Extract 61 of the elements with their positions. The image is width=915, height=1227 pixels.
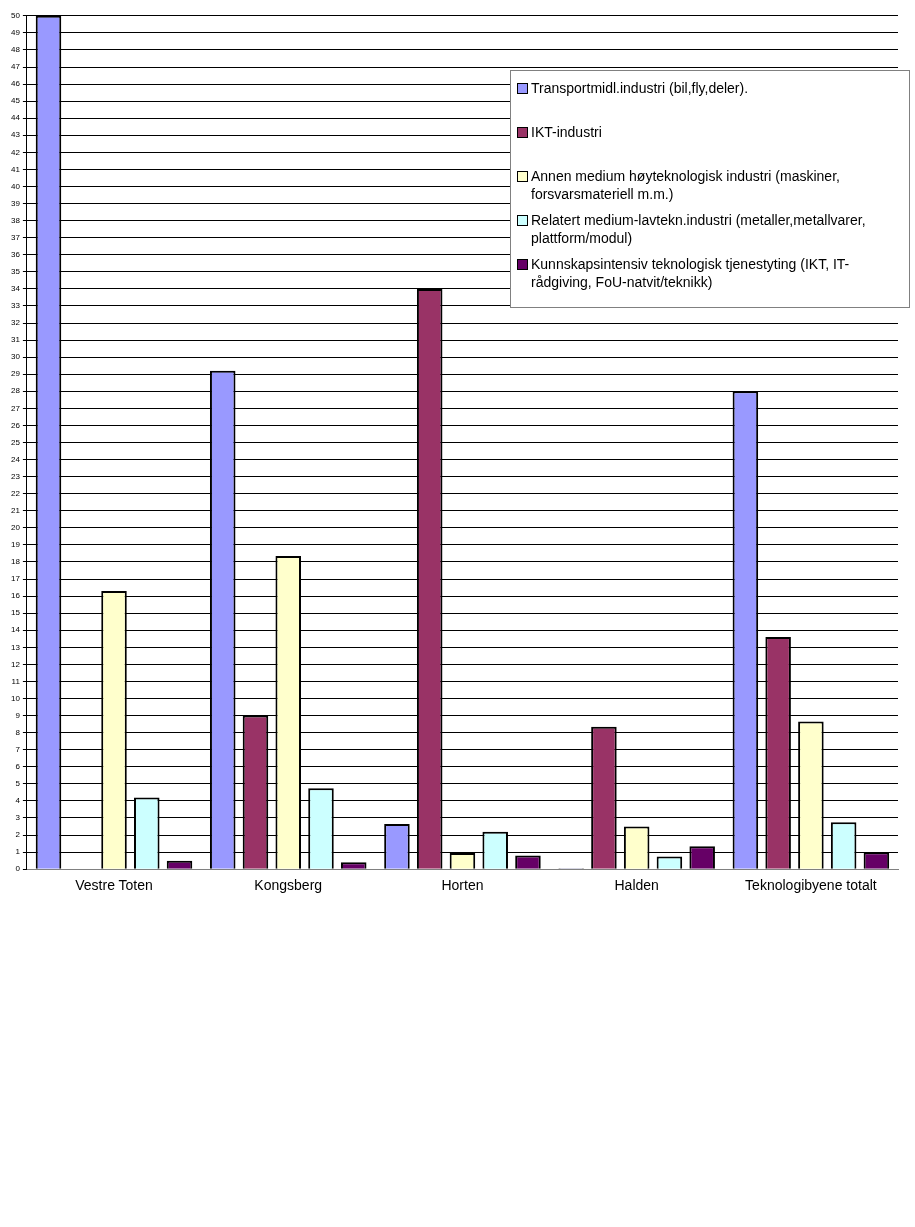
y-tick-label: 1	[15, 847, 21, 857]
y-tick-label: 4	[15, 796, 21, 806]
x-tick-label: Horten	[441, 877, 484, 894]
y-tick-label: 25	[10, 437, 21, 447]
legend-label: IKT-industri	[531, 123, 602, 141]
y-tick-label: 18	[10, 557, 21, 567]
y-tick-label: 29	[10, 369, 21, 379]
y-tick-label: 44	[10, 113, 21, 123]
y-tick-label: 13	[10, 642, 21, 652]
y-tick-label: 30	[10, 352, 21, 362]
y-tick-label: 46	[10, 79, 21, 89]
y-tick-label: 7	[15, 744, 21, 754]
y-tick-label: 23	[10, 471, 21, 481]
y-tick-label: 24	[10, 454, 21, 464]
y-tick-label: 33	[10, 301, 21, 311]
y-tick-label: 14	[10, 625, 21, 635]
y-tick-label: 5	[15, 779, 21, 789]
x-tick-label: Teknologibyene totalt	[745, 877, 877, 894]
y-tick-label: 38	[10, 215, 21, 225]
y-tick-label: 36	[10, 249, 21, 259]
y-tick-label: 17	[10, 574, 21, 584]
x-tick-label: Kongsberg	[254, 877, 323, 894]
y-tick-label: 3	[15, 813, 21, 823]
y-tick-label: 28	[10, 386, 21, 396]
y-tick-label: 22	[10, 488, 21, 498]
y-tick-label: 12	[10, 659, 21, 669]
y-tick-label: 35	[10, 267, 21, 277]
x-tick-label: Halden	[614, 877, 659, 894]
y-tick-label: 45	[10, 96, 21, 106]
y-tick-label: 0	[15, 864, 21, 874]
legend-label: Kunnskapsintensiv teknologisk tjenestyting (IKT, IT-rådgiving, FoU-natvit/teknikk)	[531, 255, 851, 291]
y-tick-label: 47	[10, 62, 21, 72]
y-tick-label: 6	[15, 762, 21, 771]
legend-label: Annen medium høyteknologisk industri (maskiner, forsvarsmateriell m.m.)	[531, 167, 841, 203]
y-tick-label: 43	[10, 130, 21, 140]
y-tick-label: 48	[10, 45, 21, 55]
y-tick-label: 20	[10, 523, 21, 533]
y-tick-label: 37	[10, 232, 21, 242]
y-tick-label: 15	[10, 608, 21, 618]
y-tick-label: 26	[10, 420, 21, 430]
y-tick-label: 34	[10, 284, 21, 294]
y-tick-label: 11	[11, 676, 21, 686]
y-tick-label: 27	[10, 403, 21, 413]
y-tick-label: 2	[15, 830, 21, 840]
y-tick-label: 39	[10, 198, 21, 208]
y-tick-label: 50	[10, 11, 21, 20]
y-tick-label: 32	[10, 318, 21, 328]
y-tick-label: 8	[15, 727, 21, 737]
legend-label: Relatert medium-lavtekn.industri (metaller,metallvarer, plattform/modul)	[531, 211, 867, 247]
y-tick-label: 21	[10, 505, 21, 515]
y-tick-label: 40	[10, 181, 21, 191]
y-tick-label: 19	[10, 540, 21, 550]
x-tick-label: Vestre Toten	[75, 877, 153, 894]
y-tick-label: 42	[10, 147, 21, 157]
y-tick-label: 41	[10, 164, 21, 174]
y-tick-label: 9	[15, 710, 21, 720]
y-tick-label: 31	[10, 335, 21, 345]
y-tick-label: 16	[10, 591, 21, 601]
y-tick-label: 10	[10, 693, 21, 703]
y-tick-label: 49	[10, 28, 21, 38]
legend-label: Transportmidl.industri (bil,fly,deler).	[531, 79, 749, 97]
